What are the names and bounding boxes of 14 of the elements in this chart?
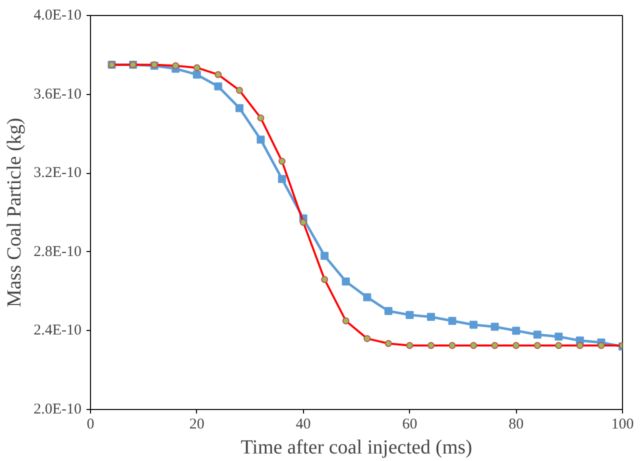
- x-tick-label: 0: [86, 416, 94, 432]
- x-tick-label: 40: [296, 416, 311, 432]
- y-tick-label: 3.6E-10: [34, 86, 82, 102]
- y-tick-label: 2.0E-10: [34, 402, 82, 418]
- x-tick-label: 20: [189, 416, 204, 432]
- y-axis-title: Mass Coal Particle (kg): [4, 118, 26, 308]
- x-axis-title: Time after coal injected (ms): [240, 436, 472, 458]
- x-tick-label: 80: [508, 416, 524, 432]
- x-tick-label: 60: [402, 416, 418, 432]
- y-tick-label: 2.4E-10: [34, 322, 82, 339]
- y-tick-label: 3.2E-10: [34, 165, 82, 182]
- x-tick-label: 100: [611, 416, 634, 432]
- y-tick-label: 2.8E-10: [34, 244, 82, 260]
- y-tick-label: 4.0E-10: [34, 8, 82, 24]
